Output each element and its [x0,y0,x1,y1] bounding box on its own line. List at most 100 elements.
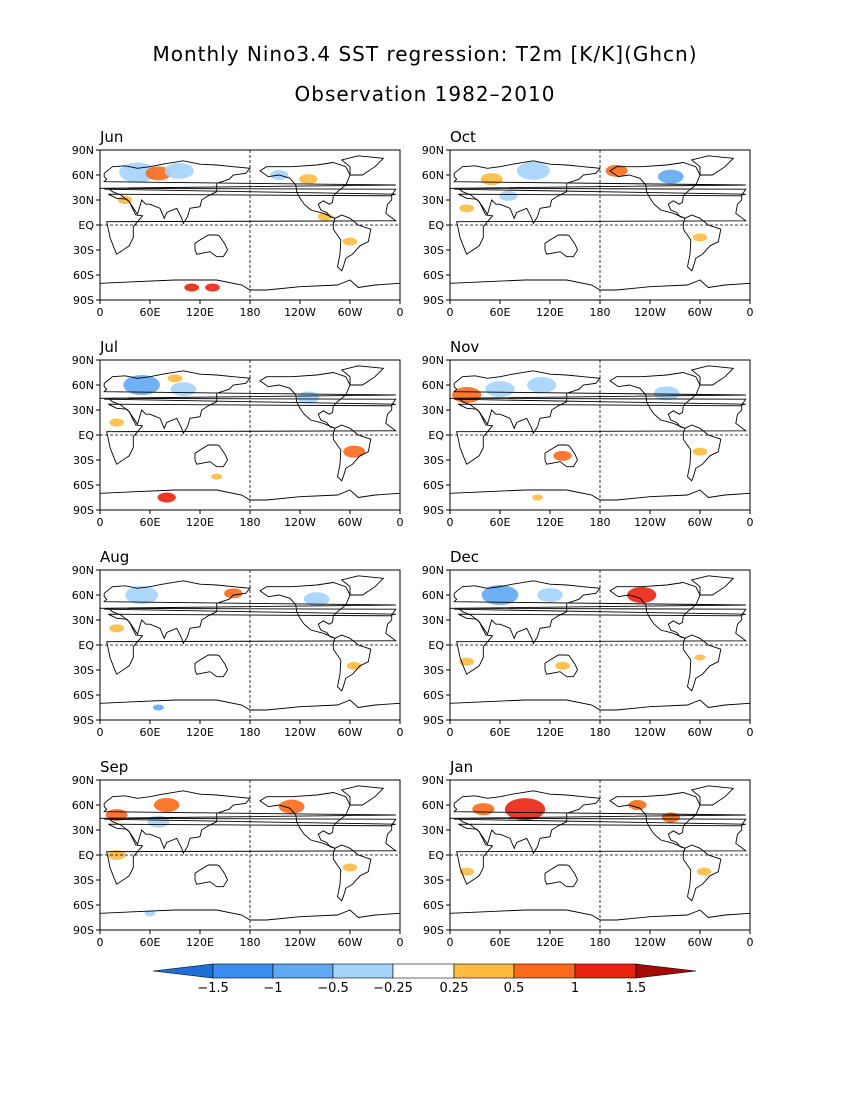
colorbar-segment [574,963,637,979]
coastline [259,582,351,639]
coastline [100,160,397,225]
x-tick-label: 120E [186,726,214,739]
coastline [340,785,385,806]
coastline [194,444,229,468]
anomaly-patch [224,588,243,599]
colorbar-pos-arrow [635,963,697,979]
x-tick-label: 60E [140,936,161,949]
anomaly-patch [627,587,657,603]
coastline [194,654,229,678]
x-tick-label: 120E [536,306,564,319]
x-tick-label: 120E [186,516,214,529]
anomaly-patch [211,473,223,480]
x-tick-label: 180 [590,516,611,529]
coastline [106,193,398,255]
y-tick-label: 90N [422,144,444,157]
chart-subtitle: Observation 1982–2010 [294,82,556,106]
anomaly-patch [167,374,183,383]
anomaly-patch [485,381,515,398]
panel-month-label: Jul [99,338,118,356]
coastline [682,424,722,482]
coastline [682,844,722,902]
y-tick-label: 90S [73,714,94,727]
coastline [332,844,372,902]
anomaly-patch [164,162,194,179]
coastline [106,823,398,885]
y-tick-label: 60N [72,799,94,812]
x-tick-label: 60W [338,306,363,319]
y-tick-label: 30S [423,454,444,467]
colorbar-label: −0.5 [317,981,349,996]
anomaly-patch [459,657,474,666]
y-tick-label: 30N [72,194,94,207]
x-tick-label: 60W [338,726,363,739]
x-tick-label: 180 [240,726,261,739]
y-tick-label: 30N [72,404,94,417]
x-tick-label: 0 [447,306,454,319]
colorbar-segment [332,963,394,979]
y-tick-label: 90S [423,504,444,517]
coastline [100,279,400,300]
map-panel-jan: 0 60E 120E 180 120W 60W 0 90N 60N 30N EQ 30S 60S 90S J… [422,758,754,949]
coastline [456,613,748,675]
y-tick-label: 60S [423,689,444,702]
x-tick-label: 0 [747,936,754,949]
coastline [450,160,747,225]
anomaly-patch [125,586,159,604]
y-tick-label: 30N [422,194,444,207]
coastline [690,365,735,386]
coastline [340,365,385,386]
anomaly-patch [342,863,358,872]
anomaly-patch [499,190,518,201]
panel-month-label: Jan [449,758,473,776]
anomaly-patch [658,169,684,184]
panel-month-label: Sep [100,758,128,776]
y-tick-label: 90S [73,504,94,517]
y-tick-label: 90N [422,354,444,367]
coastline [100,699,400,720]
x-tick-label: 120W [284,516,316,529]
x-tick-label: 0 [447,516,454,529]
anomaly-patch [472,803,495,816]
x-tick-label: 60W [688,306,713,319]
x-tick-label: 180 [240,936,261,949]
coastline [450,909,750,930]
coastline [456,823,748,885]
x-tick-label: 0 [97,936,104,949]
coastline [450,370,747,435]
anomaly-patch [459,204,474,213]
panel-month-label: Aug [100,548,129,566]
coastline [340,155,385,176]
x-tick-label: 120E [186,936,214,949]
y-tick-label: 30S [73,454,94,467]
y-tick-label: 60S [423,269,444,282]
map-panel-jul: 0 60E 120E 180 120W 60W 0 90N 60N 30N EQ 30S 60S 90S J… [72,338,404,529]
y-tick-label: 30N [72,824,94,837]
anomaly-patch [299,174,318,185]
x-tick-label: 0 [397,726,404,739]
anomaly-patch [297,391,320,404]
y-tick-label: 30S [423,664,444,677]
colorbar: −1.5 −1 −0.5 −0.25 0.25 0.5 1 1.5 [152,963,697,996]
anomaly-patch [696,867,712,876]
anomaly-patch [504,798,546,821]
coastline [332,634,372,692]
coastline [609,372,701,429]
coastline [106,613,398,675]
coastline [682,214,722,272]
map-panel-sep: 0 60E 120E 180 120W 60W 0 90N 60N 30N EQ 30S 60S 90S S… [72,758,404,949]
coastline [544,444,579,468]
x-tick-label: 60W [688,516,713,529]
panel-month-label: Dec [450,548,479,566]
y-tick-label: 30S [423,244,444,257]
anomaly-patch [342,237,358,246]
coastline [450,489,750,510]
y-tick-label: EQ [428,639,444,652]
x-tick-label: 60E [490,306,511,319]
coastline [544,864,579,888]
anomaly-patch [153,798,180,812]
x-tick-label: 120E [536,936,564,949]
anomaly-patch [527,377,557,393]
coastline [690,785,735,806]
coastline [609,162,701,219]
